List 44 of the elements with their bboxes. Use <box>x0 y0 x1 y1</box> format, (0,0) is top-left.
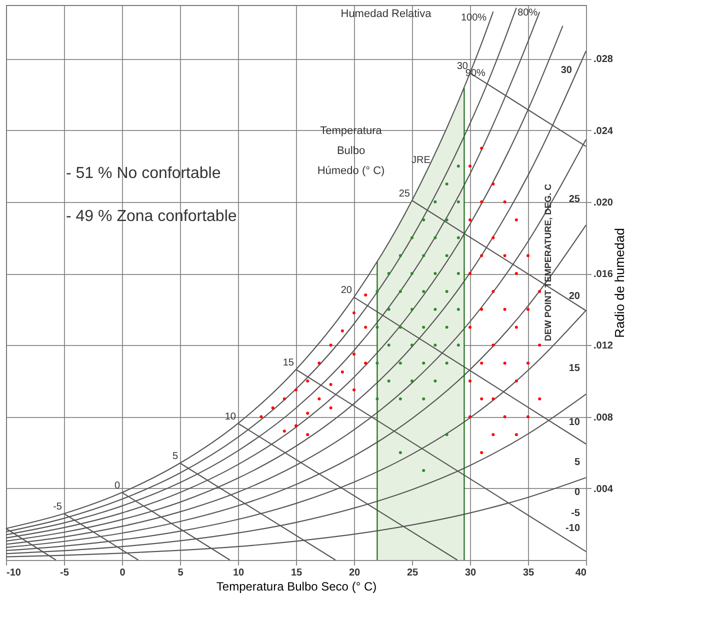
x-tick-label: 20 <box>348 568 360 578</box>
x-tick-label: 30 <box>464 568 476 578</box>
annotation: 15 <box>568 363 580 374</box>
x-axis-title: Temperatura Bulbo Seco (° C) <box>216 580 377 594</box>
x-tick-label: -10 <box>6 568 22 578</box>
annotation: -5 <box>571 508 580 519</box>
annotation: 0 <box>574 487 580 498</box>
annotation: Temperatura Bulbo Húmedo (° C) <box>317 125 385 177</box>
annotation: -5 <box>53 502 62 513</box>
y-axis-title: Radio de humedad <box>612 228 627 338</box>
y-tick-label: .008 <box>594 412 614 424</box>
annotation: 0 <box>114 480 120 492</box>
annotation: JRE <box>412 155 431 166</box>
x-tick-label: -5 <box>60 568 70 578</box>
annotation: -10 <box>566 523 580 534</box>
annotation: 25 <box>398 188 410 200</box>
annotation: 10 <box>224 411 236 422</box>
y-tick-label: .012 <box>594 340 614 352</box>
annotation: 100% <box>460 12 487 24</box>
x-tick-label: 35 <box>522 568 534 578</box>
annotation: 10 <box>568 417 580 428</box>
x-tick-label: 25 <box>406 568 418 578</box>
annotation: 5 <box>574 457 580 468</box>
y-tick-label: .004 <box>594 484 614 495</box>
y-tick-label: .028 <box>594 54 614 66</box>
annotation: 5 <box>172 451 178 462</box>
x-tick-label: 40 <box>575 568 587 578</box>
annotation: 20 <box>340 285 352 296</box>
annotation: Humedad Relativa <box>340 8 432 20</box>
annotation: - 51 % No confortable <box>66 165 221 182</box>
annotation: 15 <box>282 358 294 369</box>
x-tick-label: 10 <box>232 568 244 578</box>
annotation: 20 <box>568 291 580 302</box>
annotation: 80% <box>518 7 538 18</box>
annotation: 25 <box>568 194 580 205</box>
y-tick-label: .020 <box>594 197 614 208</box>
x-tick-label: 5 <box>178 568 184 578</box>
annotation: DEW POINT TEMPERATURE, DEG. C <box>543 183 553 342</box>
y-tick-label: .016 <box>594 269 614 280</box>
x-tick-label: 0 <box>120 568 126 578</box>
y-tick-label: .024 <box>594 126 614 137</box>
annotation: 30 <box>560 65 572 76</box>
x-tick-label: 15 <box>290 568 302 578</box>
annotation: - 49 % Zona confortable <box>66 208 237 225</box>
